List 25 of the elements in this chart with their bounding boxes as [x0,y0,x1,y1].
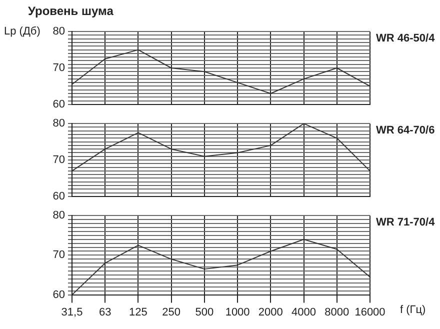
x-tick-label: 63 [98,306,112,318]
x-axis-title: f (Гц) [400,304,426,316]
x-tick-label: 16000 [354,306,386,318]
x-tick-label: 4000 [292,306,316,318]
y-axis-title: Lp (Дб) [4,26,40,38]
y-tick-label: 70 [52,154,65,166]
y-tick-label: 60 [52,98,65,110]
x-tick-label: 8000 [324,306,350,318]
y-tick-label: 70 [52,62,65,74]
text: WR 46-50/4 [376,32,436,45]
y-tick-label: 60 [52,190,65,202]
x-tick-label: 31,5 [61,306,83,318]
text: WR 71-70/4 [376,216,436,229]
chart-title: Уровень шума [28,4,114,18]
x-tick-label: 500 [195,306,214,318]
text: WR 64-70/6 [376,124,435,137]
x-tick-label: 1000 [225,306,250,318]
y-tick-label: 60 [52,288,65,301]
x-tick-label: 2000 [258,306,283,318]
y-tick-label: 80 [52,26,65,38]
y-tick-label: 80 [52,210,65,222]
x-tick-label: 125 [129,306,148,318]
y-tick-label: 70 [52,249,65,262]
x-tick-label: 250 [162,306,181,318]
y-tick-label: 80 [52,118,65,130]
